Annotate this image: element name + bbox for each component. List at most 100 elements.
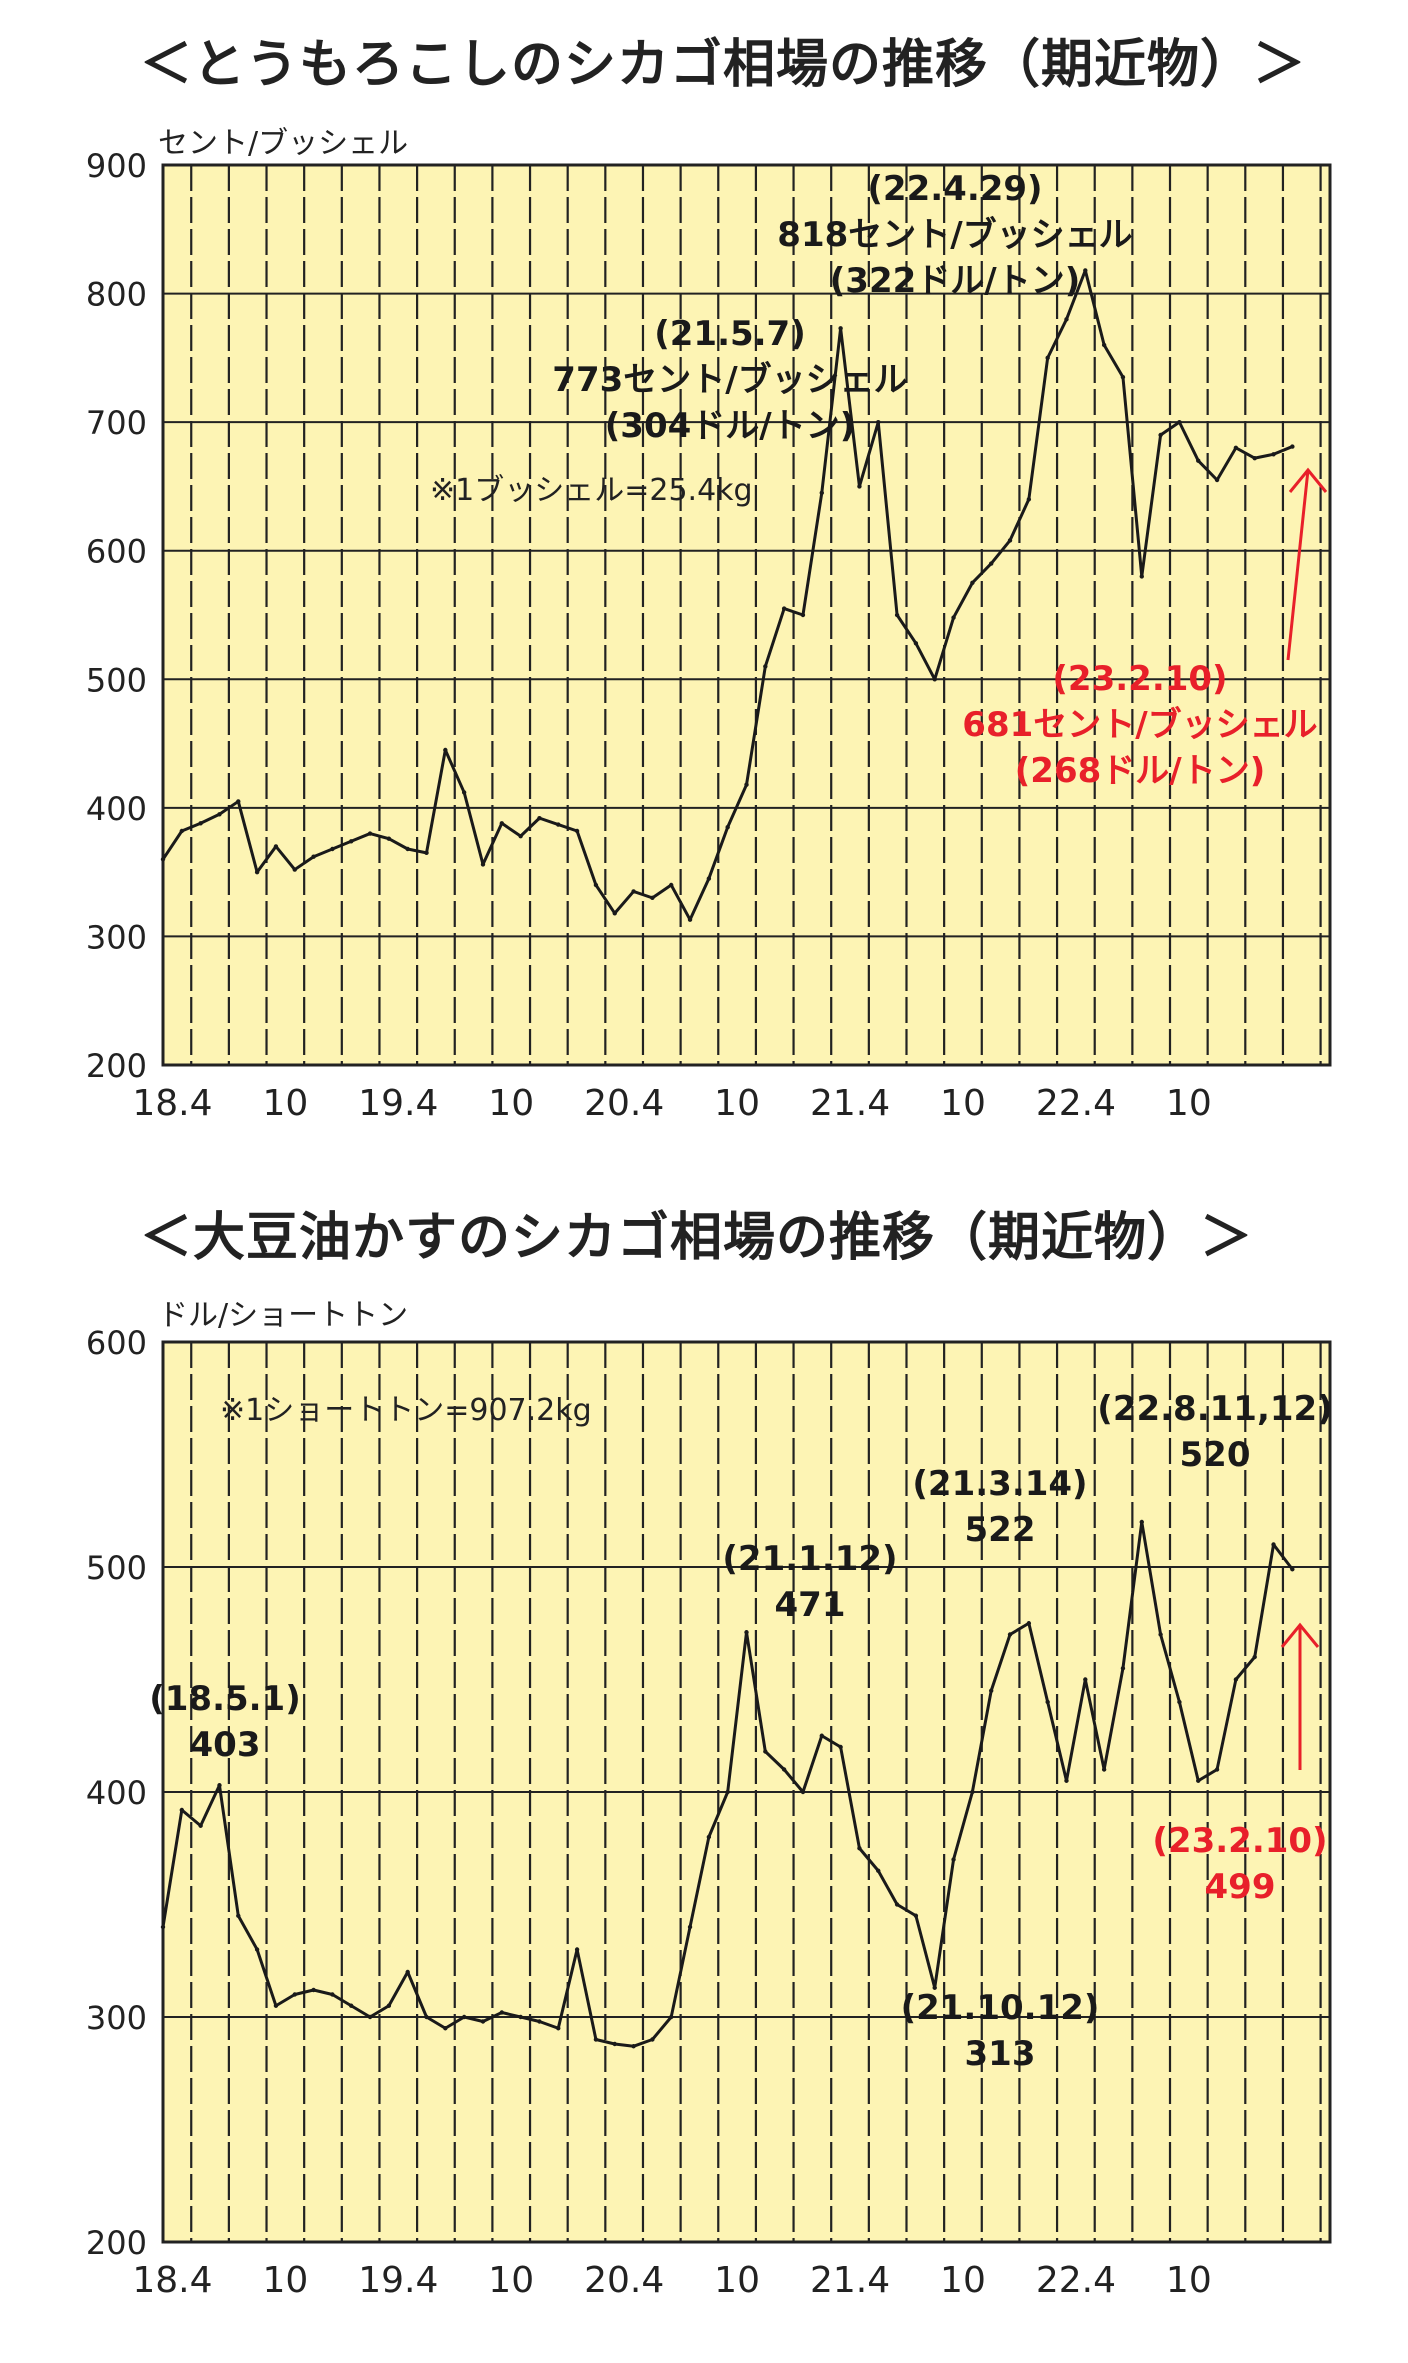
x-tick-label: 20.4 [584,1083,664,1124]
data-point [1233,1677,1239,1682]
x-tick-label: 18.4 [132,1083,212,1124]
plot-frame [161,1340,1332,2244]
data-point [612,2041,617,2047]
data-point [1271,1542,1276,1547]
data-point [292,1992,297,1997]
data-point [1252,455,1257,461]
data-point [913,1913,919,1918]
data-point [970,1789,975,1795]
y-tick-label: 500 [86,661,147,699]
data-point [706,876,712,881]
data-point [1045,355,1050,361]
data-point [1064,1778,1069,1783]
y-tick-label: 400 [86,790,147,828]
data-point [819,1733,824,1738]
y-tick-label: 400 [86,1774,147,1812]
data-point [838,1744,843,1750]
data-point [1045,1699,1050,1705]
data-point [951,1857,956,1862]
unit-note: ※1ブッシェル=25.4kg [430,473,753,508]
y-tick-label: 600 [86,1324,147,1362]
x-tick-label: 10 [714,1083,760,1124]
corn-unit-label: セント/ブッシェル [158,126,409,161]
annotation-label: 681セント/ブッシェル [962,705,1317,745]
arrow-head [1288,467,1328,493]
data-point [725,824,730,830]
data-point [1290,1567,1295,1572]
data-point [556,2026,561,2031]
plot-background [163,165,1330,1065]
data-point [1064,317,1069,322]
data-point [1214,477,1220,483]
data-point [1139,574,1144,579]
data-point [311,1987,316,1993]
annotation-label: (22.8.11,12) [1097,1389,1332,1429]
data-point [1007,538,1013,543]
y-tick-label: 900 [86,147,147,185]
annotation-label: (23.2.10) [1152,1821,1327,1861]
x-tick-label: 10 [714,2260,760,2301]
data-point [1158,432,1163,438]
annotation-label: (268ドル/トン) [1015,751,1265,791]
data-point [537,2019,542,2024]
x-tick-label: 21.4 [810,1083,890,1124]
data-point [932,677,937,682]
data-point [461,790,467,795]
data-point [480,862,486,867]
annotation-label: (21.3.14) [912,1464,1087,1504]
x-tick-label: 19.4 [358,2260,438,2301]
annotation-label: 818セント/ブッシェル [777,215,1132,255]
data-point [800,1789,806,1795]
data-point [574,828,580,834]
y-tick-label: 700 [86,404,147,442]
data-point [537,815,542,821]
corn-chart-title: ＜とうもろこしのシカゴ相場の推移（期近物）＞ [140,35,1307,95]
x-tick-label: 20.4 [584,2260,664,2301]
data-point [1252,1654,1257,1660]
data-point [330,846,335,852]
x-tick-label: 19.4 [358,1083,438,1124]
data-point [1007,1632,1013,1637]
data-point [988,1688,994,1693]
plot-frame [161,163,1332,1067]
data-point [574,1947,580,1952]
data-point [424,850,429,856]
data-point [405,846,410,852]
latest-price-arrow [1286,469,1310,661]
data-point [254,869,260,875]
data-point [763,664,768,669]
data-point [876,1868,881,1873]
x-tick-label: 22.4 [1036,1083,1116,1124]
data-point [744,1630,749,1635]
data-point [217,812,222,817]
data-point [1290,444,1295,449]
x-tick-label: 10 [488,1083,534,1124]
data-point [687,1924,693,1930]
data-point [1083,268,1088,273]
data-point [1158,1632,1163,1637]
data-point [518,833,523,839]
data-point [198,821,203,826]
data-point [254,1947,260,1952]
data-point [894,612,900,618]
x-tick-label: 10 [262,2260,308,2301]
data-point [311,854,316,859]
x-tick-label: 22.4 [1036,2260,1116,2301]
data-point [1120,374,1126,380]
data-point [781,1767,787,1772]
data-point [1139,1519,1144,1525]
annotation-label: 520 [1180,1435,1251,1475]
x-tick-label: 10 [262,1083,308,1124]
data-point [1120,1666,1126,1671]
data-point [499,2010,505,2015]
x-tick-label: 18.4 [132,2260,212,2301]
data-point [273,844,279,849]
data-point [273,2003,279,2008]
data-point [1101,342,1107,348]
data-point [857,484,862,489]
data-point [518,2014,523,2020]
data-point [894,1902,900,1907]
annotation-label: (18.5.1) [149,1679,301,1719]
data-point [951,615,956,620]
data-point [725,1789,730,1795]
